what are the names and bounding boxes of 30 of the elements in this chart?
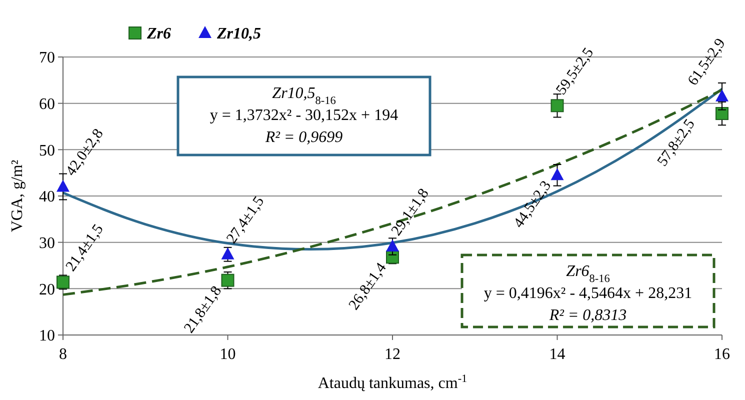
point <box>56 276 70 289</box>
point <box>386 250 399 264</box>
legend-label: Zr6 <box>146 26 171 43</box>
equation-box: Zr6$_{8-16}$ y = 0,4196x² - 4,5464x + 28,231 R² = 0,8313 <box>460 254 716 328</box>
y-tick-label: 10 <box>39 328 55 345</box>
y-tick-label: 40 <box>39 188 55 206</box>
y-tick-label: 20 <box>39 281 55 298</box>
point <box>221 274 234 287</box>
point <box>716 89 728 102</box>
point <box>550 168 564 180</box>
annotation: Zr6$_{8-16}$ y = 0,4196x² - 4,5464x + 28,231 R² = 0,8313 <box>484 263 692 324</box>
point <box>550 99 564 112</box>
annotation: Zr10,5$_{8-16}$ y = 1,3732x² - 30,152x + 194 R² = 0,9699 <box>210 85 398 146</box>
y-tick-label: 30 <box>39 234 55 252</box>
y-tick-label: 50 <box>39 142 55 160</box>
point <box>386 240 399 252</box>
x-tick-label: 14 <box>549 346 566 363</box>
x-tick-label: 8 <box>59 346 67 363</box>
x-tick-label: 12 <box>384 346 400 363</box>
x-axis-title: Ataudų tankumas, cm$^{-1}$ <box>318 373 468 392</box>
point <box>56 180 70 192</box>
y-tick-label: 70 <box>39 50 55 67</box>
point <box>716 107 728 120</box>
legend-label: Zr10,5 <box>216 26 261 43</box>
y-axis-title: VGA, g/m² <box>9 160 26 232</box>
x-tick-label: 10 <box>220 346 236 363</box>
equation-box: Zr10,5$_{8-16}$ y = 1,3732x² - 30,152x + 194 R² = 0,9699 <box>176 76 432 156</box>
y-tick-label: 60 <box>39 96 55 113</box>
x-tick-label: 16 <box>714 346 730 363</box>
point <box>221 247 234 260</box>
